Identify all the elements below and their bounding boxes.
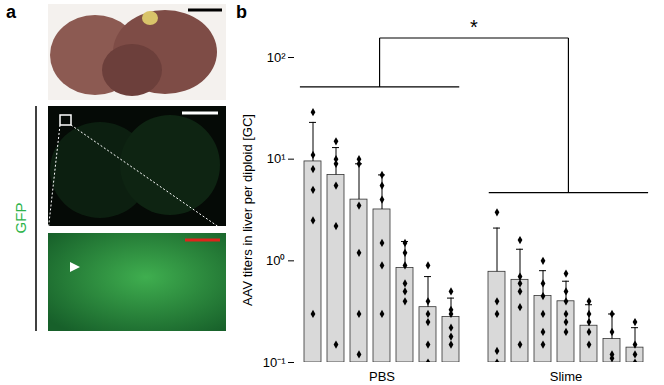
svg-text:a: a	[6, 2, 17, 22]
svg-text:10¹: 10¹	[267, 151, 286, 166]
svg-text:*: *	[470, 16, 478, 38]
svg-text:GFP: GFP	[12, 203, 29, 234]
svg-text:10⁰: 10⁰	[266, 253, 285, 268]
html-text:b: b	[236, 2, 247, 22]
svg-text:AAV titers in liver per diploi: AAV titers in liver per diploid [GC]	[240, 114, 255, 306]
svg-text:10⁻¹: 10⁻¹	[263, 355, 286, 370]
svg-text:PBS: PBS	[369, 369, 395, 384]
svg-text:10²: 10²	[267, 50, 286, 65]
svg-text:Slime: Slime	[550, 369, 583, 384]
